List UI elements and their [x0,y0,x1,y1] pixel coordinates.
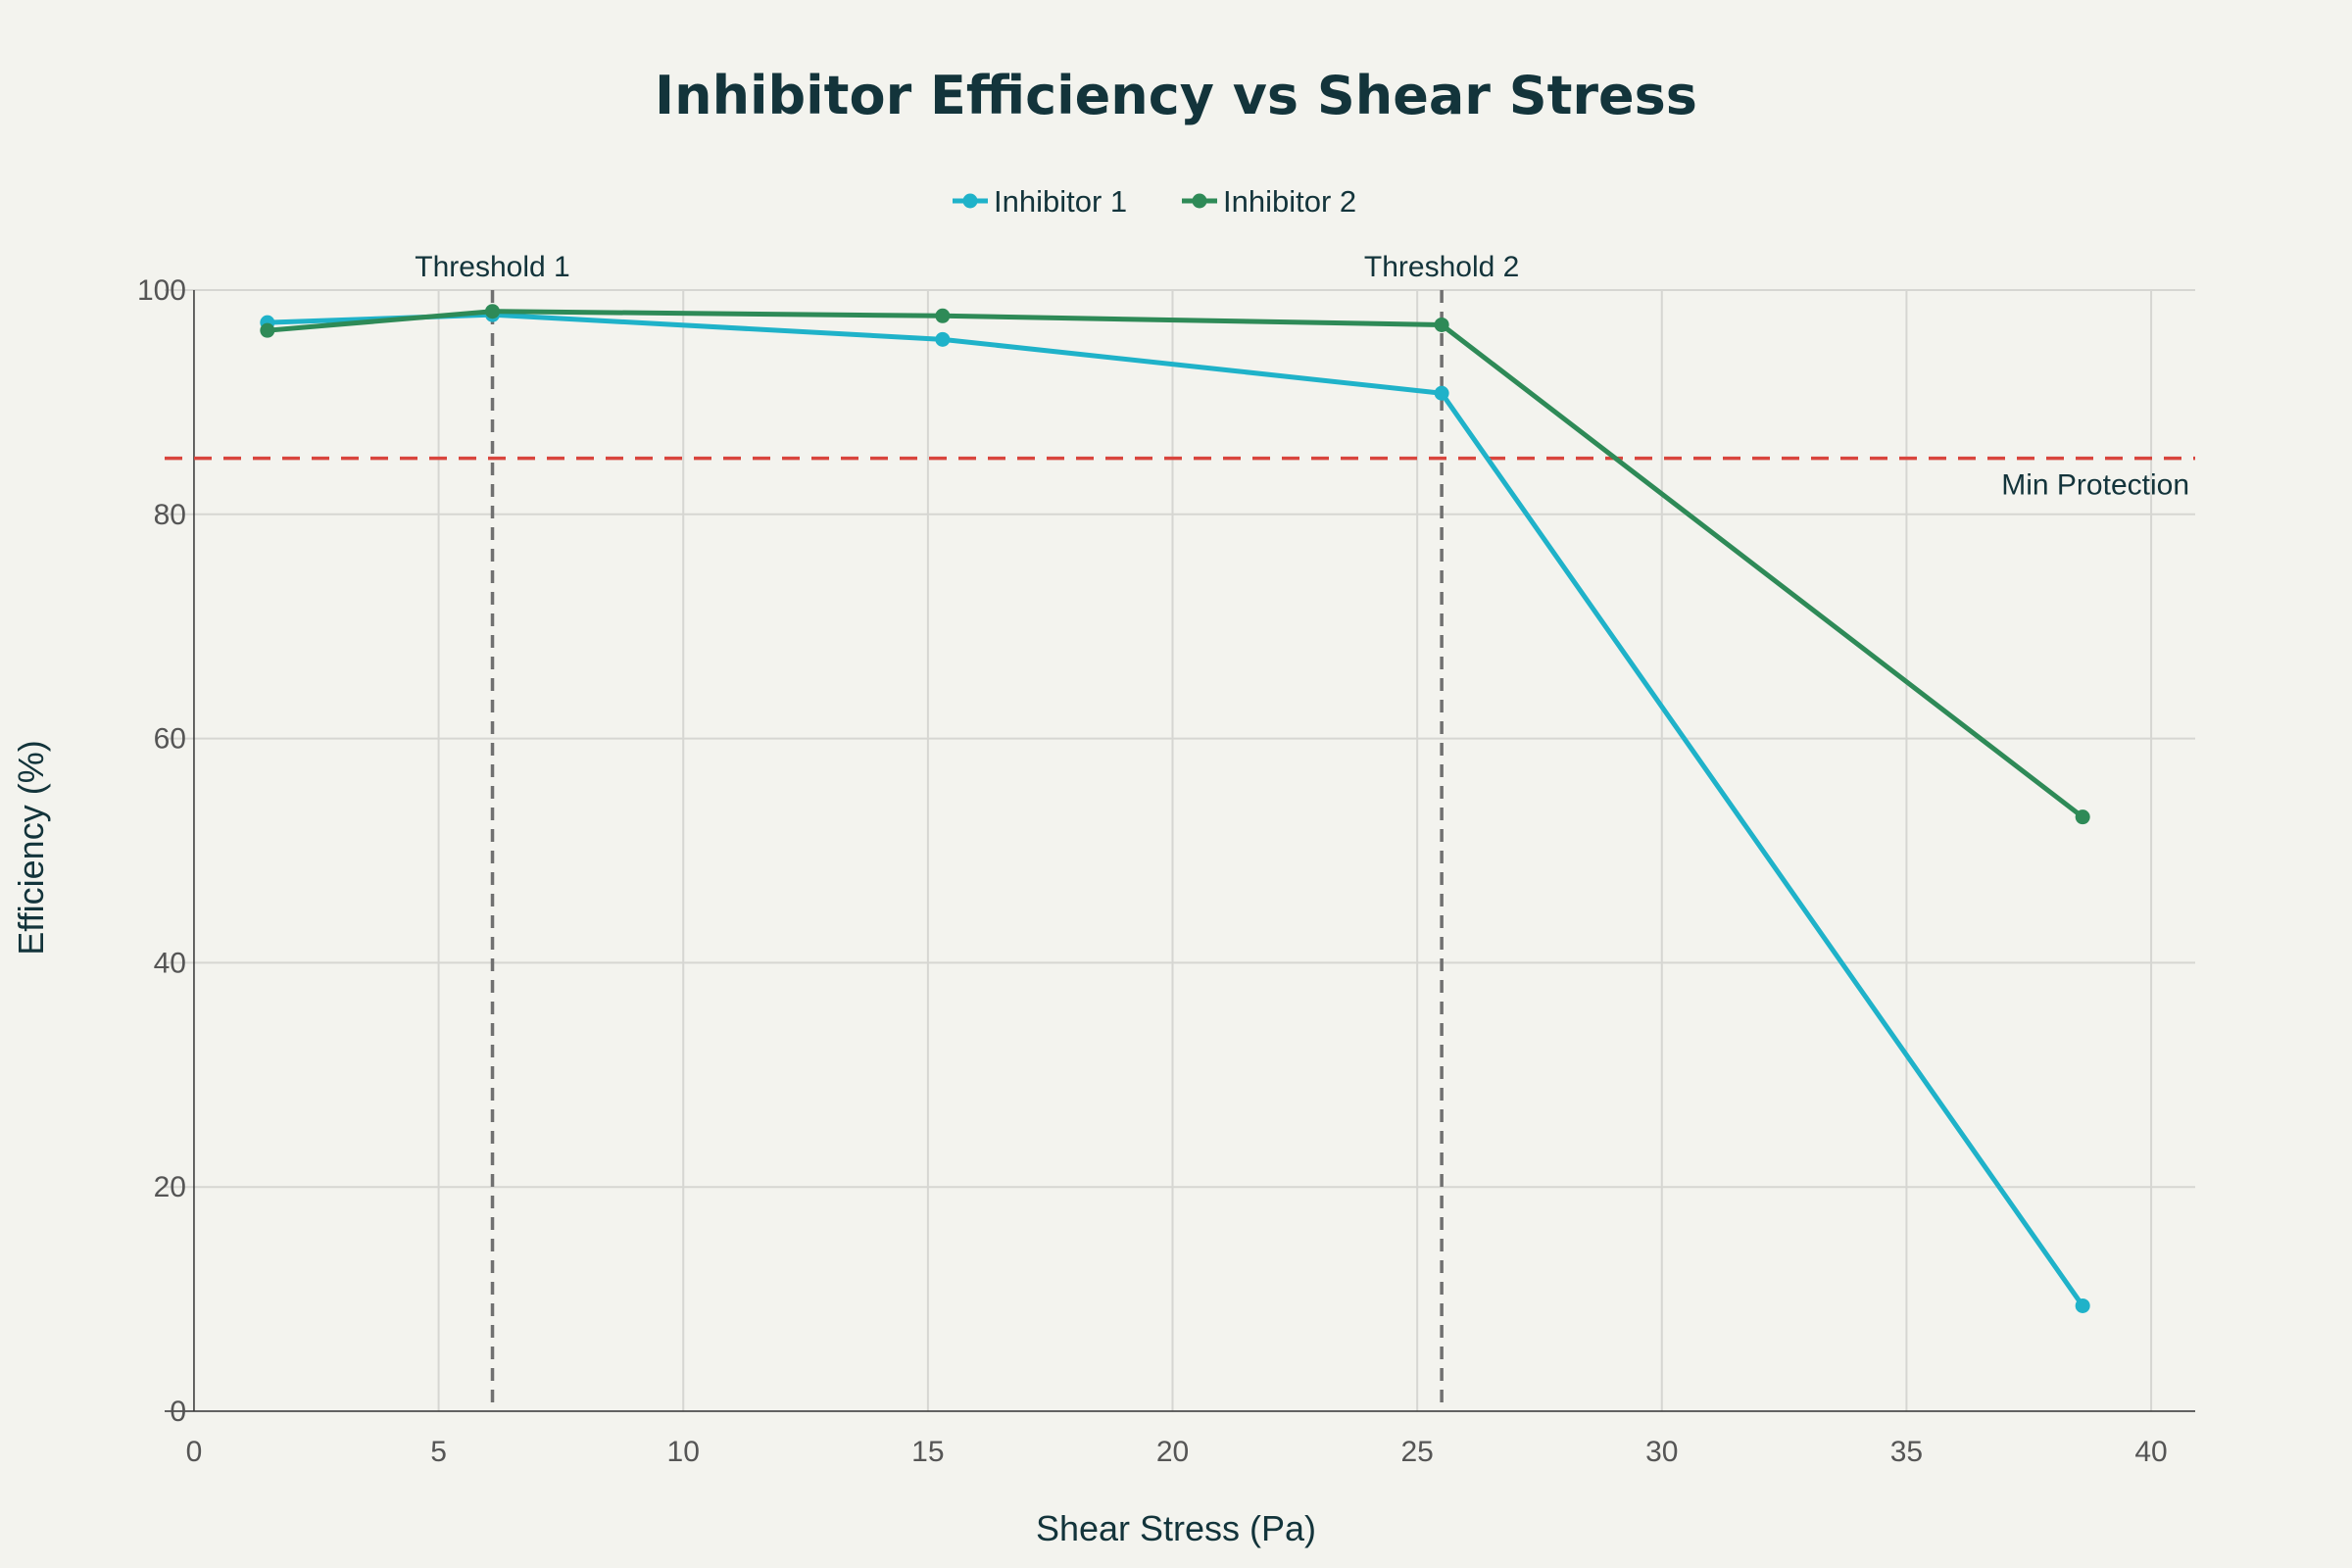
x-tick-label: 30 [1645,1436,1678,1468]
axes [165,290,2195,1412]
inhibitor-1-line [267,312,2085,1307]
inhibitor-2-point [260,322,275,338]
inhibitor-2-point [935,308,951,323]
y-tick-label: 0 [170,1396,186,1428]
x-tick-label: 40 [2134,1436,2167,1468]
y-tick-label: 100 [137,274,186,307]
y-tick-label: 20 [154,1171,186,1203]
x-tick-label: 5 [430,1436,447,1468]
inhibitor-2-line [267,309,2084,819]
x-axis-title: Shear Stress (Pa) [1036,1508,1316,1548]
reference-lines: Threshold 1 Threshold 2 Min Protection [165,251,2195,1411]
grid [165,289,2195,1411]
x-tick-label: 25 [1400,1436,1433,1468]
x-tick-label: 0 [186,1436,203,1468]
inhibitor-1-point [2075,1298,2090,1313]
inhibitor-2-point [2075,809,2090,825]
threshold-label: Threshold 2 [1364,251,1519,283]
y-tick-label: 60 [154,723,186,756]
x-tick-label: 20 [1156,1436,1189,1468]
inhibitor-2-point [1434,317,1449,332]
legend-inhibitor-1-marker [962,193,978,209]
legend-inhibitor-1-label: Inhibitor 1 [994,184,1127,219]
threshold-label: Threshold 1 [415,251,569,283]
legend-inhibitor-2-marker [1192,193,1207,209]
y-tick-label: 80 [154,499,186,531]
tick-labels: 0 5 10 15 20 25 30 35 40 0 20 40 60 80 100 [137,274,2168,1468]
inhibitor-2-point [485,304,501,319]
series [260,304,2090,1313]
legend[interactable]: Inhibitor 1 Inhibitor 2 [953,184,1356,219]
y-axis-title: Efficiency (%) [11,740,51,955]
min-protection-label: Min Protection [2001,469,2189,502]
inhibitor-1-point [935,331,951,347]
x-tick-label: 10 [667,1436,700,1468]
inhibitor-1-point [1434,385,1449,401]
x-tick-label: 35 [1890,1436,1923,1468]
legend-inhibitor-2-label: Inhibitor 2 [1223,184,1356,219]
y-tick-label: 40 [154,947,186,979]
chart-title: Inhibitor Efficiency vs Shear Stress [655,65,1697,126]
x-tick-label: 15 [911,1436,944,1468]
